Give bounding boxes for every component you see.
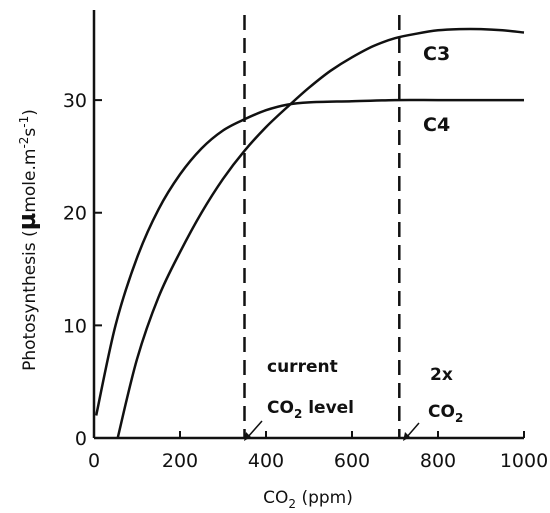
annotation-arrow-current <box>246 420 263 439</box>
y-tick-label: 0 <box>75 428 87 450</box>
annotation-arrowhead-2x <box>403 432 410 441</box>
x-tick-label: 1000 <box>500 450 548 472</box>
y-tick-label: 20 <box>63 203 87 225</box>
annotation-2x-top: 2x <box>430 365 453 385</box>
y-axis-title: Photosynthesis (µmole.m-2s-1) <box>13 109 41 371</box>
y-tick-label: 10 <box>63 315 87 337</box>
series-label-c3: C3 <box>423 43 450 65</box>
annotation-current-top: current <box>267 357 338 377</box>
x-tick-label: 200 <box>162 450 198 472</box>
annotation-current-bottom: CO2 level <box>267 398 354 421</box>
x-tick-label: 800 <box>420 450 456 472</box>
x-axis-title: CO2 (ppm) <box>263 488 353 511</box>
x-tick-label: 0 <box>88 450 100 472</box>
annotation-2x-bottom: CO2 <box>428 402 463 425</box>
series-line-c4 <box>94 98 524 416</box>
x-tick-label: 400 <box>248 450 284 472</box>
series-line-c3 <box>116 27 525 439</box>
y-tick-label: 30 <box>63 90 87 112</box>
annotation-arrowhead-current <box>244 432 251 441</box>
x-tick-label: 600 <box>334 450 370 472</box>
series-label-c4: C4 <box>423 114 450 136</box>
plot-area: 0 200 400 600 800 1000 0 10 20 30 <box>63 10 548 472</box>
